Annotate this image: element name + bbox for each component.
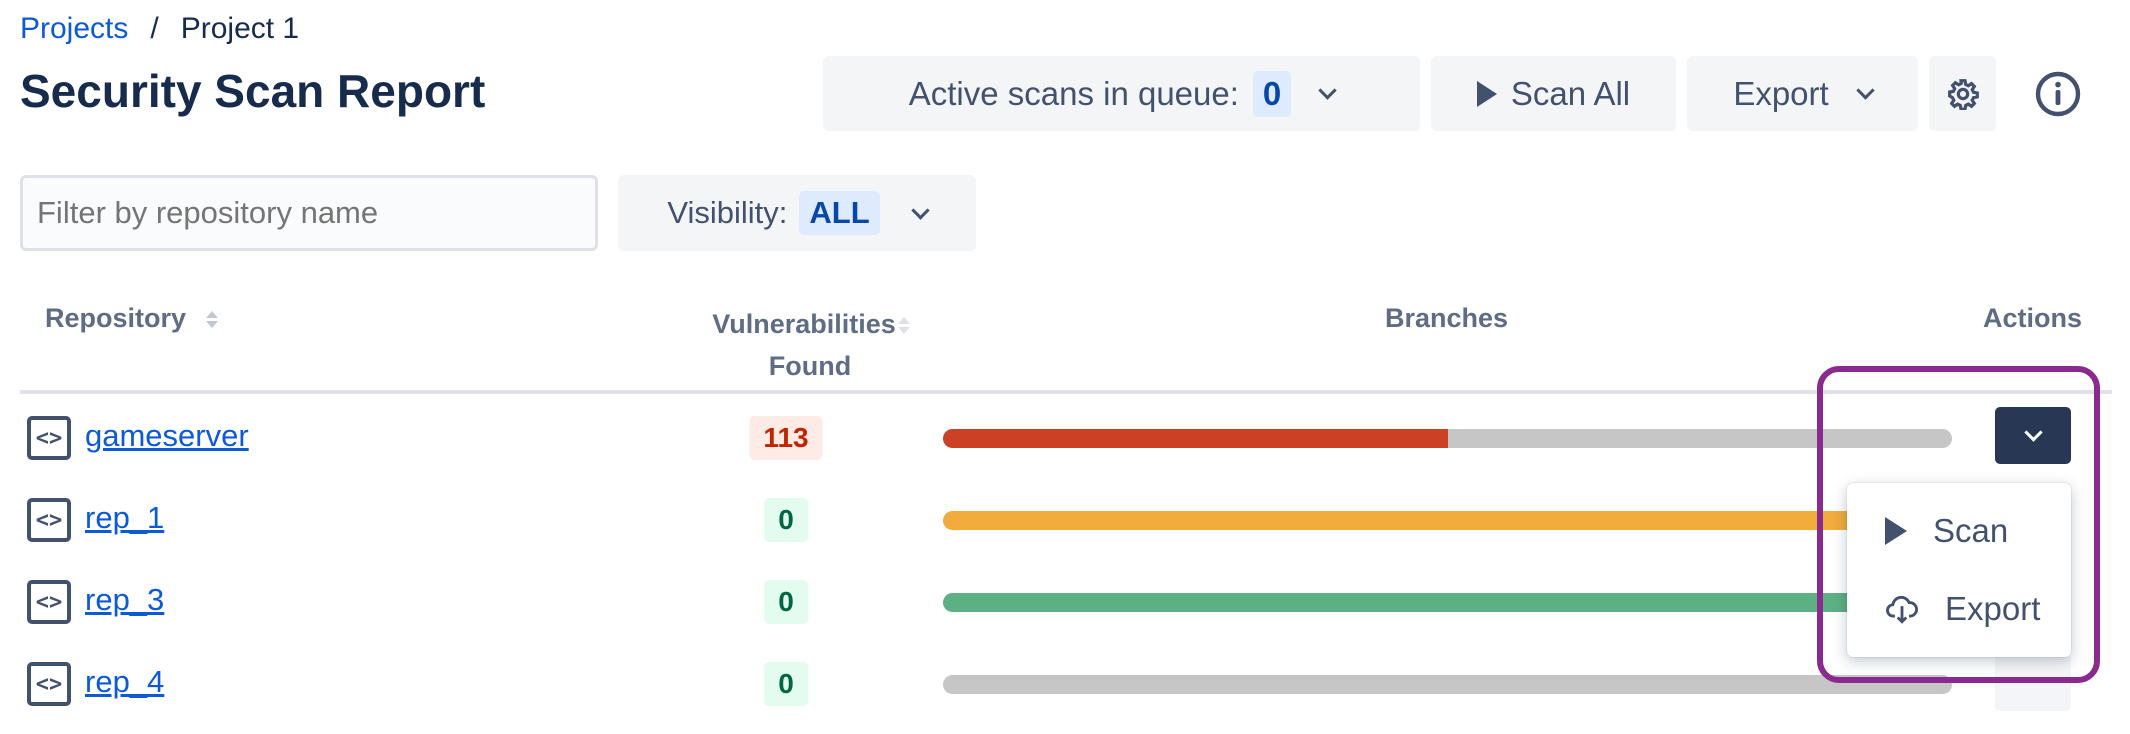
- table-row: <> rep_4 0: [0, 654, 2130, 714]
- actions-dropdown-menu: Scan Export: [1847, 483, 2071, 657]
- chevron-down-icon: [910, 200, 930, 220]
- repository-link[interactable]: rep_4: [85, 664, 165, 699]
- breadcrumb-separator: /: [150, 12, 159, 45]
- column-header-label-line2: Found: [768, 351, 852, 381]
- table-row: <> gameserver 113: [0, 407, 2130, 468]
- table-header-divider: [20, 390, 2112, 394]
- column-header-branches: Branches: [1385, 303, 1509, 333]
- play-icon: [1476, 80, 1497, 107]
- column-header-actions: Actions: [1983, 303, 2083, 333]
- table-row: <> rep_1 0: [0, 490, 2130, 550]
- branches-progress-fill: [943, 593, 1952, 612]
- sort-icon: [897, 317, 910, 335]
- branches-progress-bar: [943, 429, 1952, 448]
- repository-link[interactable]: gameserver: [85, 418, 249, 453]
- visibility-dropdown[interactable]: Visibility: ALL: [618, 175, 976, 251]
- info-button[interactable]: [2034, 70, 2082, 123]
- menu-item-export[interactable]: Export: [1847, 570, 2071, 648]
- column-header-vulnerabilities[interactable]: Vulnerabilities Found: [700, 303, 920, 387]
- branches-progress-bar: [943, 511, 1952, 530]
- export-label: Export: [1733, 74, 1829, 112]
- branches-progress-bar: [943, 593, 1952, 612]
- branches-progress-bar: [943, 675, 1952, 694]
- code-repository-icon: <>: [27, 662, 71, 706]
- code-repository-icon: <>: [27, 498, 71, 542]
- chevron-down-icon: [1318, 81, 1337, 100]
- repository-filter-input[interactable]: [20, 175, 598, 251]
- settings-button[interactable]: [1929, 56, 1996, 131]
- highlight-annotation: [1817, 366, 2100, 683]
- export-dropdown-button[interactable]: Export: [1687, 56, 1918, 131]
- vulnerability-count-badge: 0: [764, 662, 808, 706]
- vulnerability-count-badge: 0: [764, 498, 808, 542]
- code-repository-icon: <>: [27, 580, 71, 624]
- active-scans-dropdown[interactable]: Active scans in queue: 0: [823, 56, 1420, 131]
- play-icon: [1885, 517, 1907, 545]
- scan-all-label: Scan All: [1510, 74, 1631, 112]
- active-scans-label: Active scans in queue:: [908, 74, 1239, 112]
- info-icon: [2035, 71, 2081, 117]
- menu-item-scan[interactable]: Scan: [1847, 492, 2071, 570]
- menu-item-label: Scan: [1933, 512, 2009, 549]
- menu-item-label: Export: [1945, 590, 2041, 627]
- table-row: <> rep_3 0: [0, 572, 2130, 632]
- visibility-value: ALL: [799, 191, 880, 235]
- gear-icon: [1947, 78, 1979, 110]
- column-header-repository[interactable]: Repository: [45, 303, 218, 334]
- column-header-label: Repository: [45, 303, 187, 333]
- breadcrumb-projects-link[interactable]: Projects: [20, 12, 129, 45]
- breadcrumb: Projects / Project 1: [20, 12, 299, 46]
- chevron-down-icon: [1855, 81, 1875, 100]
- cloud-download-icon: [1886, 596, 1918, 624]
- repository-link[interactable]: rep_1: [85, 500, 165, 535]
- vulnerability-count-badge: 0: [764, 580, 808, 624]
- visibility-label: Visibility:: [667, 195, 788, 230]
- branches-progress-fill: [943, 429, 1448, 448]
- vulnerability-count-badge: 113: [749, 416, 823, 460]
- branches-progress-fill: [943, 511, 1952, 530]
- repository-link[interactable]: rep_3: [85, 582, 165, 617]
- sort-icon: [205, 311, 218, 329]
- active-scans-count: 0: [1252, 70, 1292, 117]
- row-actions-button[interactable]: [1995, 407, 2071, 464]
- scan-all-button[interactable]: Scan All: [1431, 56, 1676, 131]
- code-repository-icon: <>: [27, 416, 71, 460]
- column-header-label: Vulnerabilities: [712, 309, 896, 339]
- page-title: Security Scan Report: [20, 65, 486, 117]
- breadcrumb-current: Project 1: [180, 12, 300, 45]
